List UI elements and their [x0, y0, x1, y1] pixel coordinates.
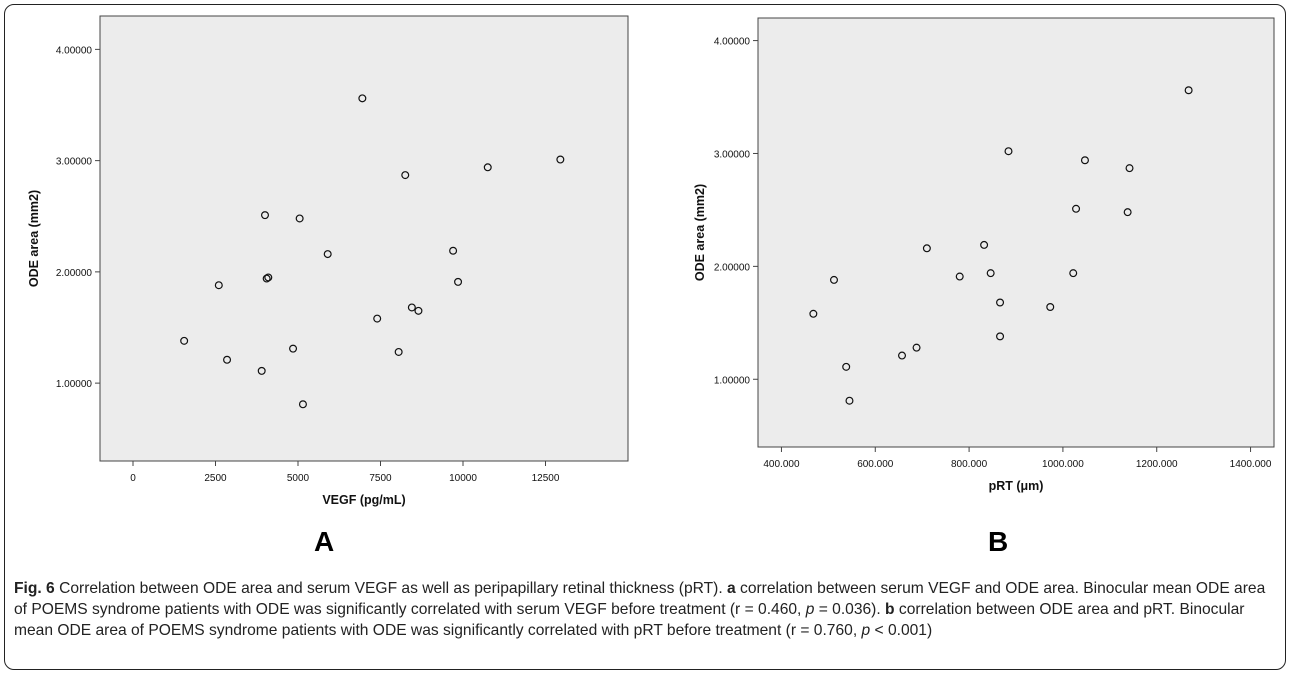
caption-text-1: Correlation between ODE area and serum V…	[54, 580, 727, 597]
x-tick-label: 5000	[287, 473, 310, 484]
data-point	[298, 400, 307, 409]
data-point	[407, 303, 416, 312]
caption-text-2: correlation between serum VEGF and ODE a…	[14, 580, 1266, 618]
x-tick-label: 2500	[204, 473, 227, 484]
caption-p-symbol-1: p	[805, 601, 815, 618]
data-point	[922, 244, 931, 253]
data-point	[454, 277, 463, 286]
scatter-chart-a: 0 2500 5000 7500 10000 12500 1.00000 2.00000 3.0…	[27, 15, 629, 507]
y-axis-label: ODE area (mm2)	[693, 184, 707, 281]
caption-p-symbol-2: p	[861, 622, 871, 639]
data-point	[261, 211, 270, 220]
caption-text-3: = 0.036).	[814, 601, 886, 618]
caption-panel-b-ref: b	[885, 601, 895, 618]
data-point	[257, 366, 266, 375]
data-point	[449, 246, 458, 255]
x-tick-label: 1200.000	[1136, 459, 1178, 470]
y-tick-label: 3.00000	[714, 149, 751, 160]
data-point	[483, 163, 492, 172]
data-point	[214, 281, 223, 290]
y-tick-label: 1.00000	[714, 375, 751, 386]
panel-a: 0 2500 5000 7500 10000 12500 1.00000 2.00000 3.0…	[8, 10, 648, 557]
y-axis-label: ODE area (mm2)	[27, 190, 41, 287]
x-tick-label: 1000.000	[1042, 459, 1084, 470]
plot-area-a	[99, 15, 629, 462]
data-point	[262, 274, 271, 283]
data-point	[1123, 208, 1132, 217]
data-point	[1072, 204, 1081, 213]
x-tick-label: 1400.000	[1230, 459, 1272, 470]
y-tick-label: 4.00000	[56, 45, 93, 56]
y-tick-label: 2.00000	[714, 262, 751, 273]
data-point	[1046, 303, 1055, 312]
data-point	[996, 298, 1005, 307]
data-point	[1004, 147, 1013, 156]
caption-panel-a-ref: a	[727, 580, 736, 597]
data-point	[955, 272, 964, 281]
x-tick-label: 12500	[532, 473, 560, 484]
x-tick-label: 0	[130, 473, 136, 484]
data-point	[986, 269, 995, 278]
y-tick-label: 1.00000	[56, 379, 93, 390]
data-point	[289, 344, 298, 353]
panel-label-a: A	[314, 526, 335, 557]
data-point	[1125, 164, 1134, 173]
data-point	[414, 306, 423, 315]
data-point	[264, 273, 273, 282]
x-tick-label: 400.000	[763, 459, 800, 470]
figure-caption: Fig. 6 Correlation between ODE area and …	[14, 578, 1276, 641]
data-point	[373, 314, 382, 323]
caption-text-4: correlation between ODE area and pRT. Bi…	[14, 601, 1245, 639]
x-axis-label: pRT (μm)	[989, 479, 1044, 493]
data-point	[358, 94, 367, 103]
data-point	[845, 396, 854, 405]
data-point	[829, 275, 838, 284]
caption-fig-label: Fig. 6	[14, 580, 55, 597]
x-tick-label: 800.000	[951, 459, 988, 470]
y-tick-label: 3.00000	[56, 157, 93, 168]
data-point	[180, 336, 189, 345]
scatter-chart-b: 400.000 600.000 800.000 1000.000 1200.000 140…	[693, 17, 1275, 493]
data-point	[295, 214, 304, 223]
data-point	[996, 332, 1005, 341]
data-point	[842, 362, 851, 371]
plot-area-b	[757, 17, 1275, 448]
panel-b: 400.000 600.000 800.000 1000.000 1200.000 140…	[656, 10, 1286, 557]
y-tick-label: 2.00000	[56, 268, 93, 279]
data-point	[1184, 86, 1193, 95]
x-axis-label: VEGF (pg/mL)	[322, 493, 405, 507]
data-point	[323, 250, 332, 259]
data-point	[809, 309, 818, 318]
data-point	[556, 155, 565, 164]
x-tick-label: 7500	[369, 473, 392, 484]
x-tick-label: 10000	[449, 473, 477, 484]
data-point	[1080, 156, 1089, 165]
data-point	[1069, 269, 1078, 278]
data-point	[980, 240, 989, 249]
y-tick-label: 4.00000	[714, 37, 751, 48]
x-tick-label: 600.000	[857, 459, 894, 470]
figure-frame	[4, 4, 1286, 670]
data-point	[912, 343, 921, 352]
data-point	[401, 171, 410, 180]
data-point	[394, 347, 403, 356]
data-point	[223, 355, 232, 364]
panel-label-b: B	[988, 526, 1009, 557]
data-point	[898, 351, 907, 360]
caption-text-5: < 0.001)	[870, 622, 933, 639]
